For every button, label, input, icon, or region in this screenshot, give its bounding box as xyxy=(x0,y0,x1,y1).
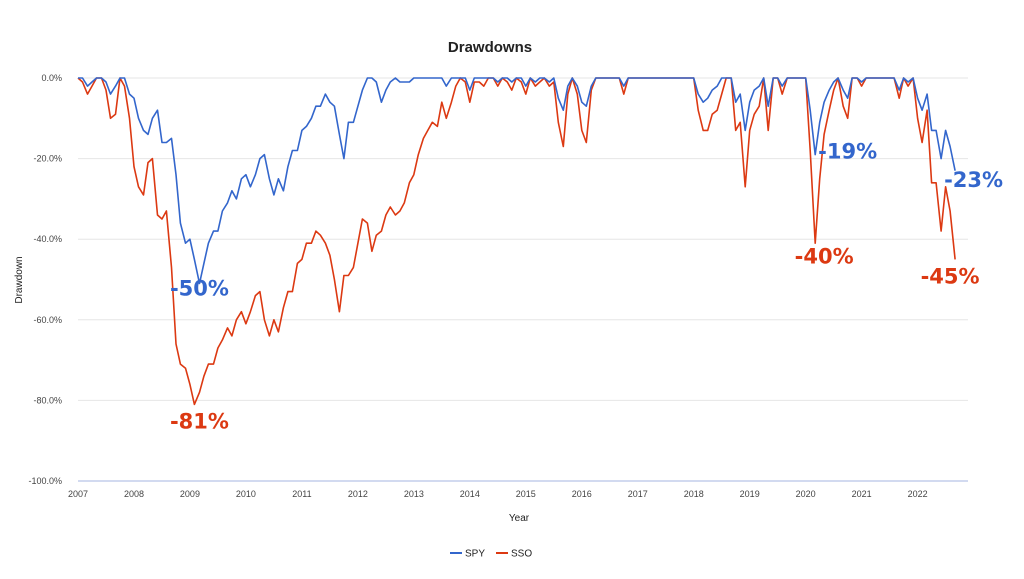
x-tick-label: 2012 xyxy=(348,489,368,499)
y-tick-label: 0.0% xyxy=(41,73,62,83)
annotation-sso: -45% xyxy=(921,265,980,289)
y-tick-label: -80.0% xyxy=(33,395,62,405)
y-tick-label: -20.0% xyxy=(33,154,62,164)
x-tick-label: 2009 xyxy=(180,489,200,499)
x-tick-label: 2017 xyxy=(628,489,648,499)
annotation-spy: -50% xyxy=(170,277,229,301)
legend-label-spy: SPY xyxy=(465,549,485,560)
x-tick-label: 2010 xyxy=(236,489,256,499)
gridlines xyxy=(78,77,968,482)
x-tick-labels: 2007 2008 2009 2010 2011 2012 2013 2014 2015 2016… xyxy=(68,489,928,499)
x-tick-label: 2013 xyxy=(404,489,424,499)
x-tick-label: 2022 xyxy=(908,489,928,499)
x-tick-label: 2018 xyxy=(684,489,704,499)
x-tick-label: 2020 xyxy=(796,489,816,499)
x-tick-label: 2011 xyxy=(292,489,311,499)
annotations: -50% -81% -19% -40% -23% -45% xyxy=(170,140,1003,434)
x-tick-label: 2019 xyxy=(740,489,760,499)
annotation-sso: -81% xyxy=(170,410,229,434)
x-tick-label: 2008 xyxy=(124,489,144,499)
x-tick-label: 2007 xyxy=(68,489,88,499)
x-tick-label: 2021 xyxy=(852,489,872,499)
annotation-sso: -40% xyxy=(795,244,854,268)
x-tick-label: 2016 xyxy=(572,489,592,499)
chart-title: Drawdowns xyxy=(448,39,532,56)
y-axis-label: Drawdown xyxy=(14,256,25,303)
x-axis-label: Year xyxy=(509,513,530,524)
y-tick-label: -40.0% xyxy=(33,234,62,244)
annotation-spy: -19% xyxy=(818,140,877,164)
y-tick-label: -100.0% xyxy=(28,476,62,486)
y-tick-label: -60.0% xyxy=(33,315,62,325)
series-line-spy xyxy=(78,77,956,285)
x-tick-label: 2014 xyxy=(460,489,480,499)
legend: SPY SSO xyxy=(450,549,532,560)
y-tick-labels: 0.0% -20.0% -40.0% -60.0% -80.0% -100.0% xyxy=(28,73,62,486)
x-tick-label: 2015 xyxy=(516,489,536,499)
series-lines xyxy=(77,77,956,406)
annotation-spy: -23% xyxy=(944,168,1003,192)
legend-label-sso: SSO xyxy=(511,549,532,560)
